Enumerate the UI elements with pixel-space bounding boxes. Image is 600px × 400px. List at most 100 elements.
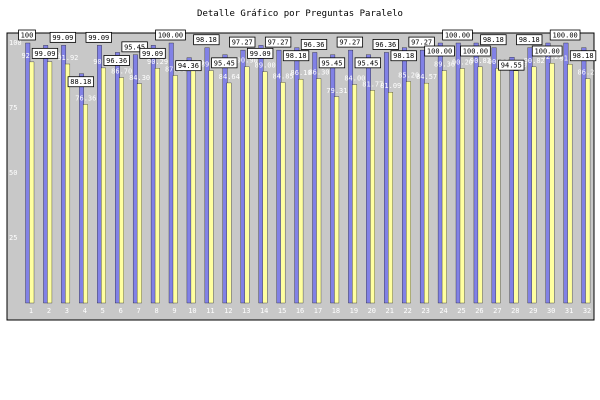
data-label-series2: 84.64	[219, 73, 240, 81]
data-label-series1: 97.27	[339, 39, 360, 47]
x-tick-label: 3	[65, 307, 69, 315]
bar-series1	[545, 42, 551, 304]
bar-series1	[25, 42, 31, 304]
data-label-series2: 81.77	[362, 80, 383, 88]
bar-series1	[43, 45, 49, 304]
data-label-series2: 90.82	[470, 57, 491, 65]
x-tick-label: 9	[172, 307, 176, 315]
data-label-series2: 79.31	[326, 87, 347, 95]
y-tick-label: 100	[9, 39, 22, 47]
x-tick-label: 25	[457, 307, 465, 315]
bar-series1	[581, 47, 587, 304]
data-label-box	[229, 36, 256, 48]
data-label-box	[193, 34, 220, 46]
data-label-box	[18, 29, 36, 41]
x-tick-label: 27	[493, 307, 501, 315]
x-tick-label: 26	[475, 307, 483, 315]
bar-series1	[419, 49, 425, 304]
x-tick-label: 16	[296, 307, 304, 315]
x-tick-label: 5	[101, 307, 105, 315]
bar-series2	[495, 68, 501, 304]
data-label-series2: 92.25	[542, 53, 563, 61]
data-label-series2: 91.92	[57, 54, 78, 62]
bar-series2	[65, 63, 71, 304]
data-label-series1: 99.09	[250, 50, 271, 58]
x-tick-label: 22	[403, 307, 411, 315]
x-tick-label: 1	[29, 307, 33, 315]
data-label-series1: 98.18	[483, 36, 504, 44]
bar-series1	[509, 57, 515, 304]
data-label-series1: 100.00	[427, 48, 452, 56]
data-label-box	[300, 39, 328, 50]
bar-series1	[150, 45, 156, 304]
data-label-series1: 97.27	[268, 39, 289, 47]
x-tick-label: 13	[242, 307, 250, 315]
bar-series2	[83, 104, 88, 304]
data-label-series2: 76.36	[75, 94, 96, 102]
data-label-box	[372, 39, 399, 50]
bar-series2	[549, 63, 555, 304]
data-label-box	[139, 47, 166, 59]
bar-series2	[208, 70, 214, 304]
bar-series1	[276, 49, 282, 304]
x-tick-label: 8	[154, 307, 158, 315]
data-label-series1: 98.18	[286, 52, 307, 60]
data-label-box	[569, 50, 597, 62]
bar-series1	[366, 54, 371, 304]
data-label-series1: 99.09	[88, 34, 109, 42]
x-tick-label: 19	[350, 307, 358, 315]
x-tick-label: 24	[439, 307, 447, 315]
bar-series2	[29, 61, 35, 304]
bar-series2	[334, 96, 340, 304]
x-tick-label: 12	[224, 307, 232, 315]
bar-series2	[585, 78, 591, 304]
data-label-series2: 84.00	[344, 75, 365, 83]
data-label-series1: 99.09	[142, 50, 163, 58]
bar-series1	[473, 42, 479, 304]
data-label-box	[460, 45, 491, 57]
data-label-box	[67, 76, 94, 88]
bar-series1	[294, 47, 300, 304]
bar-series2	[119, 77, 124, 304]
data-label-series2: 86.27	[578, 69, 599, 77]
bar-series2	[352, 84, 358, 304]
data-label-series1: 95.45	[214, 59, 235, 67]
bar-series2	[262, 71, 268, 304]
bar-series2	[477, 66, 483, 304]
data-label-box	[175, 60, 202, 72]
bar-series1	[563, 42, 569, 304]
data-label-box	[442, 29, 473, 41]
data-label-box	[549, 29, 581, 41]
data-label-box	[531, 45, 563, 57]
data-label-series1: 100	[21, 32, 34, 40]
bar-series2	[172, 75, 178, 304]
bar-series1	[186, 57, 192, 304]
data-label-series2: 90.82	[524, 57, 545, 65]
data-label-series2: 84.57	[416, 73, 437, 81]
bar-series2	[226, 82, 232, 304]
data-label-series2: 86.10	[291, 69, 312, 77]
data-label-box	[516, 34, 543, 46]
bar-series2	[441, 70, 447, 304]
data-label-series1: 95.45	[124, 43, 145, 51]
bar-series1	[222, 54, 228, 304]
x-tick-label: 32	[583, 307, 591, 315]
data-label-series1: 98.18	[196, 36, 217, 44]
x-tick-label: 18	[332, 307, 340, 315]
data-label-box	[424, 45, 455, 57]
data-label-box	[480, 34, 507, 46]
data-label-series1: 100.00	[552, 32, 577, 40]
x-tick-label: 2	[47, 307, 51, 315]
x-tick-label: 11	[206, 307, 214, 315]
x-tick-label: 4	[83, 307, 87, 315]
bar-series1	[97, 45, 102, 304]
bar-series2	[136, 83, 142, 304]
data-label-box	[264, 36, 292, 48]
data-label-series1: 94.36	[178, 62, 199, 70]
bar-series2	[280, 82, 286, 304]
x-tick-label: 10	[188, 307, 196, 315]
data-label-series2: 85.20	[398, 71, 419, 79]
x-tick-label: 7	[137, 307, 141, 315]
data-label-series1: 100.00	[535, 48, 560, 56]
